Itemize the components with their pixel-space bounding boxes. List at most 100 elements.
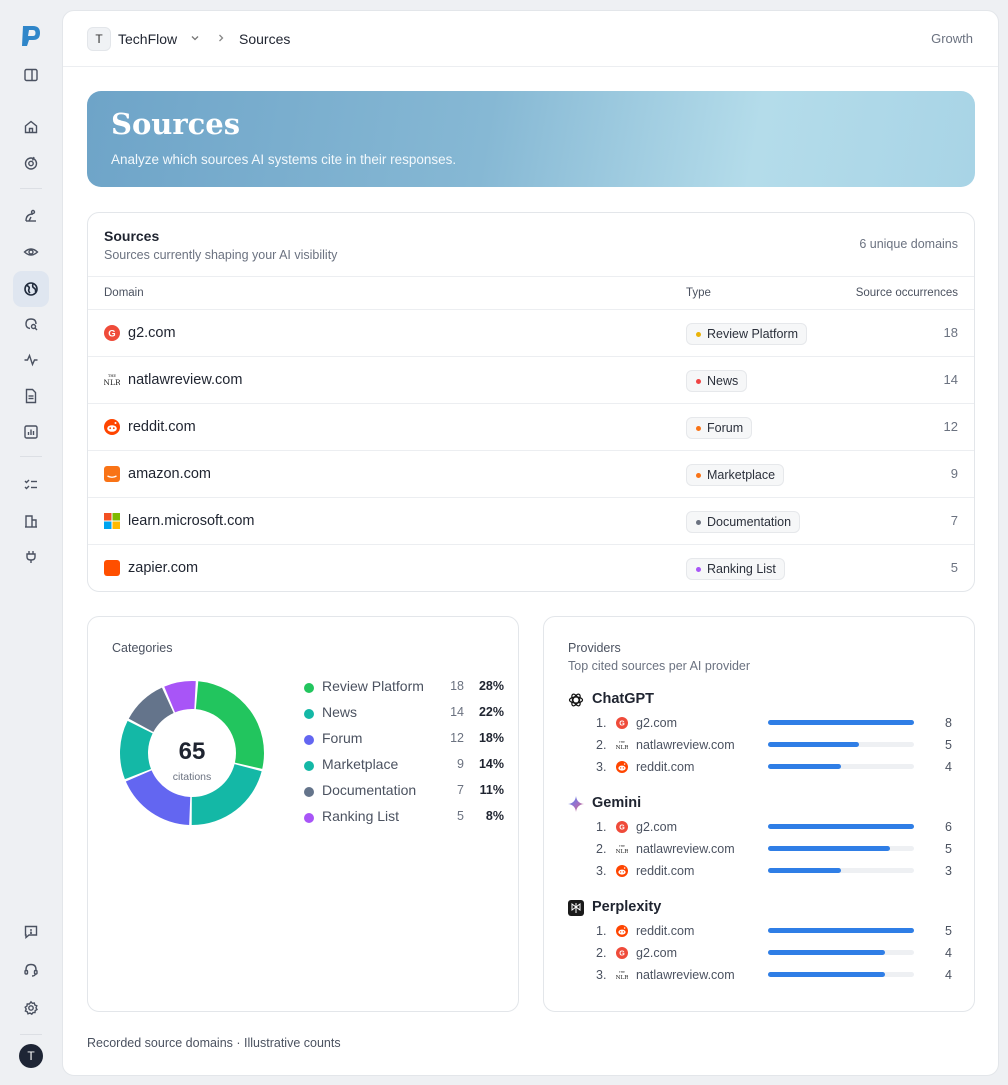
svg-text:NLR: NLR: [104, 378, 120, 387]
source-bar-track: [768, 928, 914, 933]
building-icon[interactable]: [13, 503, 49, 539]
domain-name[interactable]: amazon.com: [128, 466, 212, 482]
domain-name[interactable]: natlawreview.com: [128, 372, 243, 388]
type-label: Review Platform: [707, 327, 798, 341]
column-header-occurrences[interactable]: Source occurrences: [855, 287, 958, 299]
activity-icon[interactable]: [13, 342, 49, 378]
source-bar-fill: [768, 824, 914, 829]
source-value: 3: [945, 864, 952, 878]
source-value: 6: [945, 820, 952, 834]
table-row[interactable]: zapier.com Ranking List 5: [88, 545, 974, 592]
user-avatar[interactable]: T: [19, 1044, 43, 1068]
domain-name[interactable]: g2.com: [128, 325, 176, 341]
donut-slice[interactable]: [120, 720, 153, 780]
table-row[interactable]: learn.microsoft.com Documentation 7: [88, 498, 974, 545]
source-bar-fill: [768, 868, 841, 873]
target-icon[interactable]: [13, 145, 49, 181]
source-rank: 3.: [596, 864, 607, 878]
type-badge: Documentation: [686, 511, 801, 533]
document-icon[interactable]: [13, 378, 49, 414]
categories-legend: Review Platform 18 28% News 14 22% Forum 12 18% M…: [304, 677, 504, 833]
donut-slice[interactable]: [195, 681, 264, 769]
chevron-down-icon[interactable]: [189, 31, 201, 45]
settings-gear-icon[interactable]: [13, 990, 49, 1026]
svg-text:NLR: NLR: [616, 745, 628, 751]
provider-source-row[interactable]: 2. THE NLR natlawreview.com 5: [568, 838, 952, 860]
donut-slice[interactable]: [128, 687, 174, 732]
provider-source-row[interactable]: 2. THE NLR natlawreview.com 5: [568, 734, 952, 756]
source-rank: 2.: [596, 738, 607, 752]
home-icon[interactable]: [13, 109, 49, 145]
checklist-icon[interactable]: [13, 467, 49, 503]
support-headset-icon[interactable]: [13, 952, 49, 988]
donut-slice[interactable]: [125, 770, 191, 825]
source-domain: reddit.com: [636, 864, 695, 878]
domain-name[interactable]: zapier.com: [128, 560, 199, 576]
legend-label: Forum: [322, 730, 363, 746]
reddit-icon: [616, 865, 628, 877]
table-row[interactable]: amazon.com Marketplace 9: [88, 451, 974, 498]
workspace-avatar[interactable]: T: [87, 27, 111, 51]
top-bar: T TechFlow Sources Growth: [63, 11, 998, 67]
source-domain: reddit.com: [636, 760, 695, 774]
feedback-icon[interactable]: [13, 914, 49, 950]
legend-item[interactable]: News 14 22%: [304, 703, 504, 729]
legend-item[interactable]: Forum 12 18%: [304, 729, 504, 755]
legend-percent: 11%: [479, 783, 504, 797]
source-domain: natlawreview.com: [636, 968, 735, 982]
source-domain: g2.com: [636, 946, 677, 960]
legend-item[interactable]: Review Platform 18 28%: [304, 677, 504, 703]
column-header-domain[interactable]: Domain: [104, 287, 144, 299]
table-row[interactable]: THE NLR natlawreview.com News 14: [88, 357, 974, 404]
occurrence-count: 9: [950, 466, 958, 481]
table-row[interactable]: reddit.com Forum 12: [88, 404, 974, 451]
provider-name: Perplexity: [592, 899, 662, 915]
nav-divider: [20, 188, 42, 189]
provider-source-row[interactable]: 3. THE NLR natlawreview.com 4: [568, 964, 952, 986]
search-chat-icon[interactable]: [13, 306, 49, 342]
provider-source-row[interactable]: 1. reddit.com 5: [568, 920, 952, 942]
occurrence-count: 12: [943, 419, 958, 434]
legend-item[interactable]: Documentation 7 11%: [304, 781, 504, 807]
svg-text:THE: THE: [619, 970, 625, 974]
globe-icon[interactable]: [13, 271, 49, 307]
legend-value: 14: [450, 705, 464, 719]
workspace-name[interactable]: TechFlow: [118, 31, 178, 47]
providers-card: Providers Top cited sources per AI provi…: [543, 616, 975, 1012]
satellite-icon[interactable]: [13, 198, 49, 234]
donut-slice[interactable]: [191, 764, 262, 825]
provider-header: Perplexity: [568, 898, 952, 920]
source-domain: g2.com: [636, 716, 677, 730]
app-logo[interactable]: [20, 24, 42, 48]
legend-item[interactable]: Marketplace 9 14%: [304, 755, 504, 781]
legend-item[interactable]: Ranking List 5 8%: [304, 807, 504, 833]
footer-note: Recorded source domains · Illustrative c…: [87, 1036, 341, 1050]
domain-name[interactable]: reddit.com: [128, 419, 196, 435]
donut-slice[interactable]: [164, 681, 196, 713]
source-bar-fill: [768, 742, 860, 747]
source-bar-fill: [768, 972, 885, 977]
source-rank: 1.: [596, 716, 607, 730]
bar-chart-icon[interactable]: [13, 414, 49, 450]
g2-icon: G: [616, 717, 628, 729]
eye-scan-icon[interactable]: [13, 234, 49, 270]
sidebar-toggle-icon[interactable]: [13, 57, 49, 93]
domain-name[interactable]: learn.microsoft.com: [128, 513, 255, 529]
column-header-type[interactable]: Type: [686, 287, 711, 299]
source-bar-fill: [768, 846, 890, 851]
legend-percent: 8%: [485, 809, 504, 823]
source-value: 8: [945, 716, 952, 730]
source-bar-track: [768, 868, 914, 873]
plug-icon[interactable]: [13, 539, 49, 575]
svg-text:NLR: NLR: [616, 849, 628, 855]
provider-source-row[interactable]: 3. reddit.com 4: [568, 756, 952, 778]
provider-source-row[interactable]: 3. reddit.com 3: [568, 860, 952, 882]
page-title: Sources: [111, 107, 241, 141]
breadcrumb-current: Sources: [239, 31, 291, 47]
